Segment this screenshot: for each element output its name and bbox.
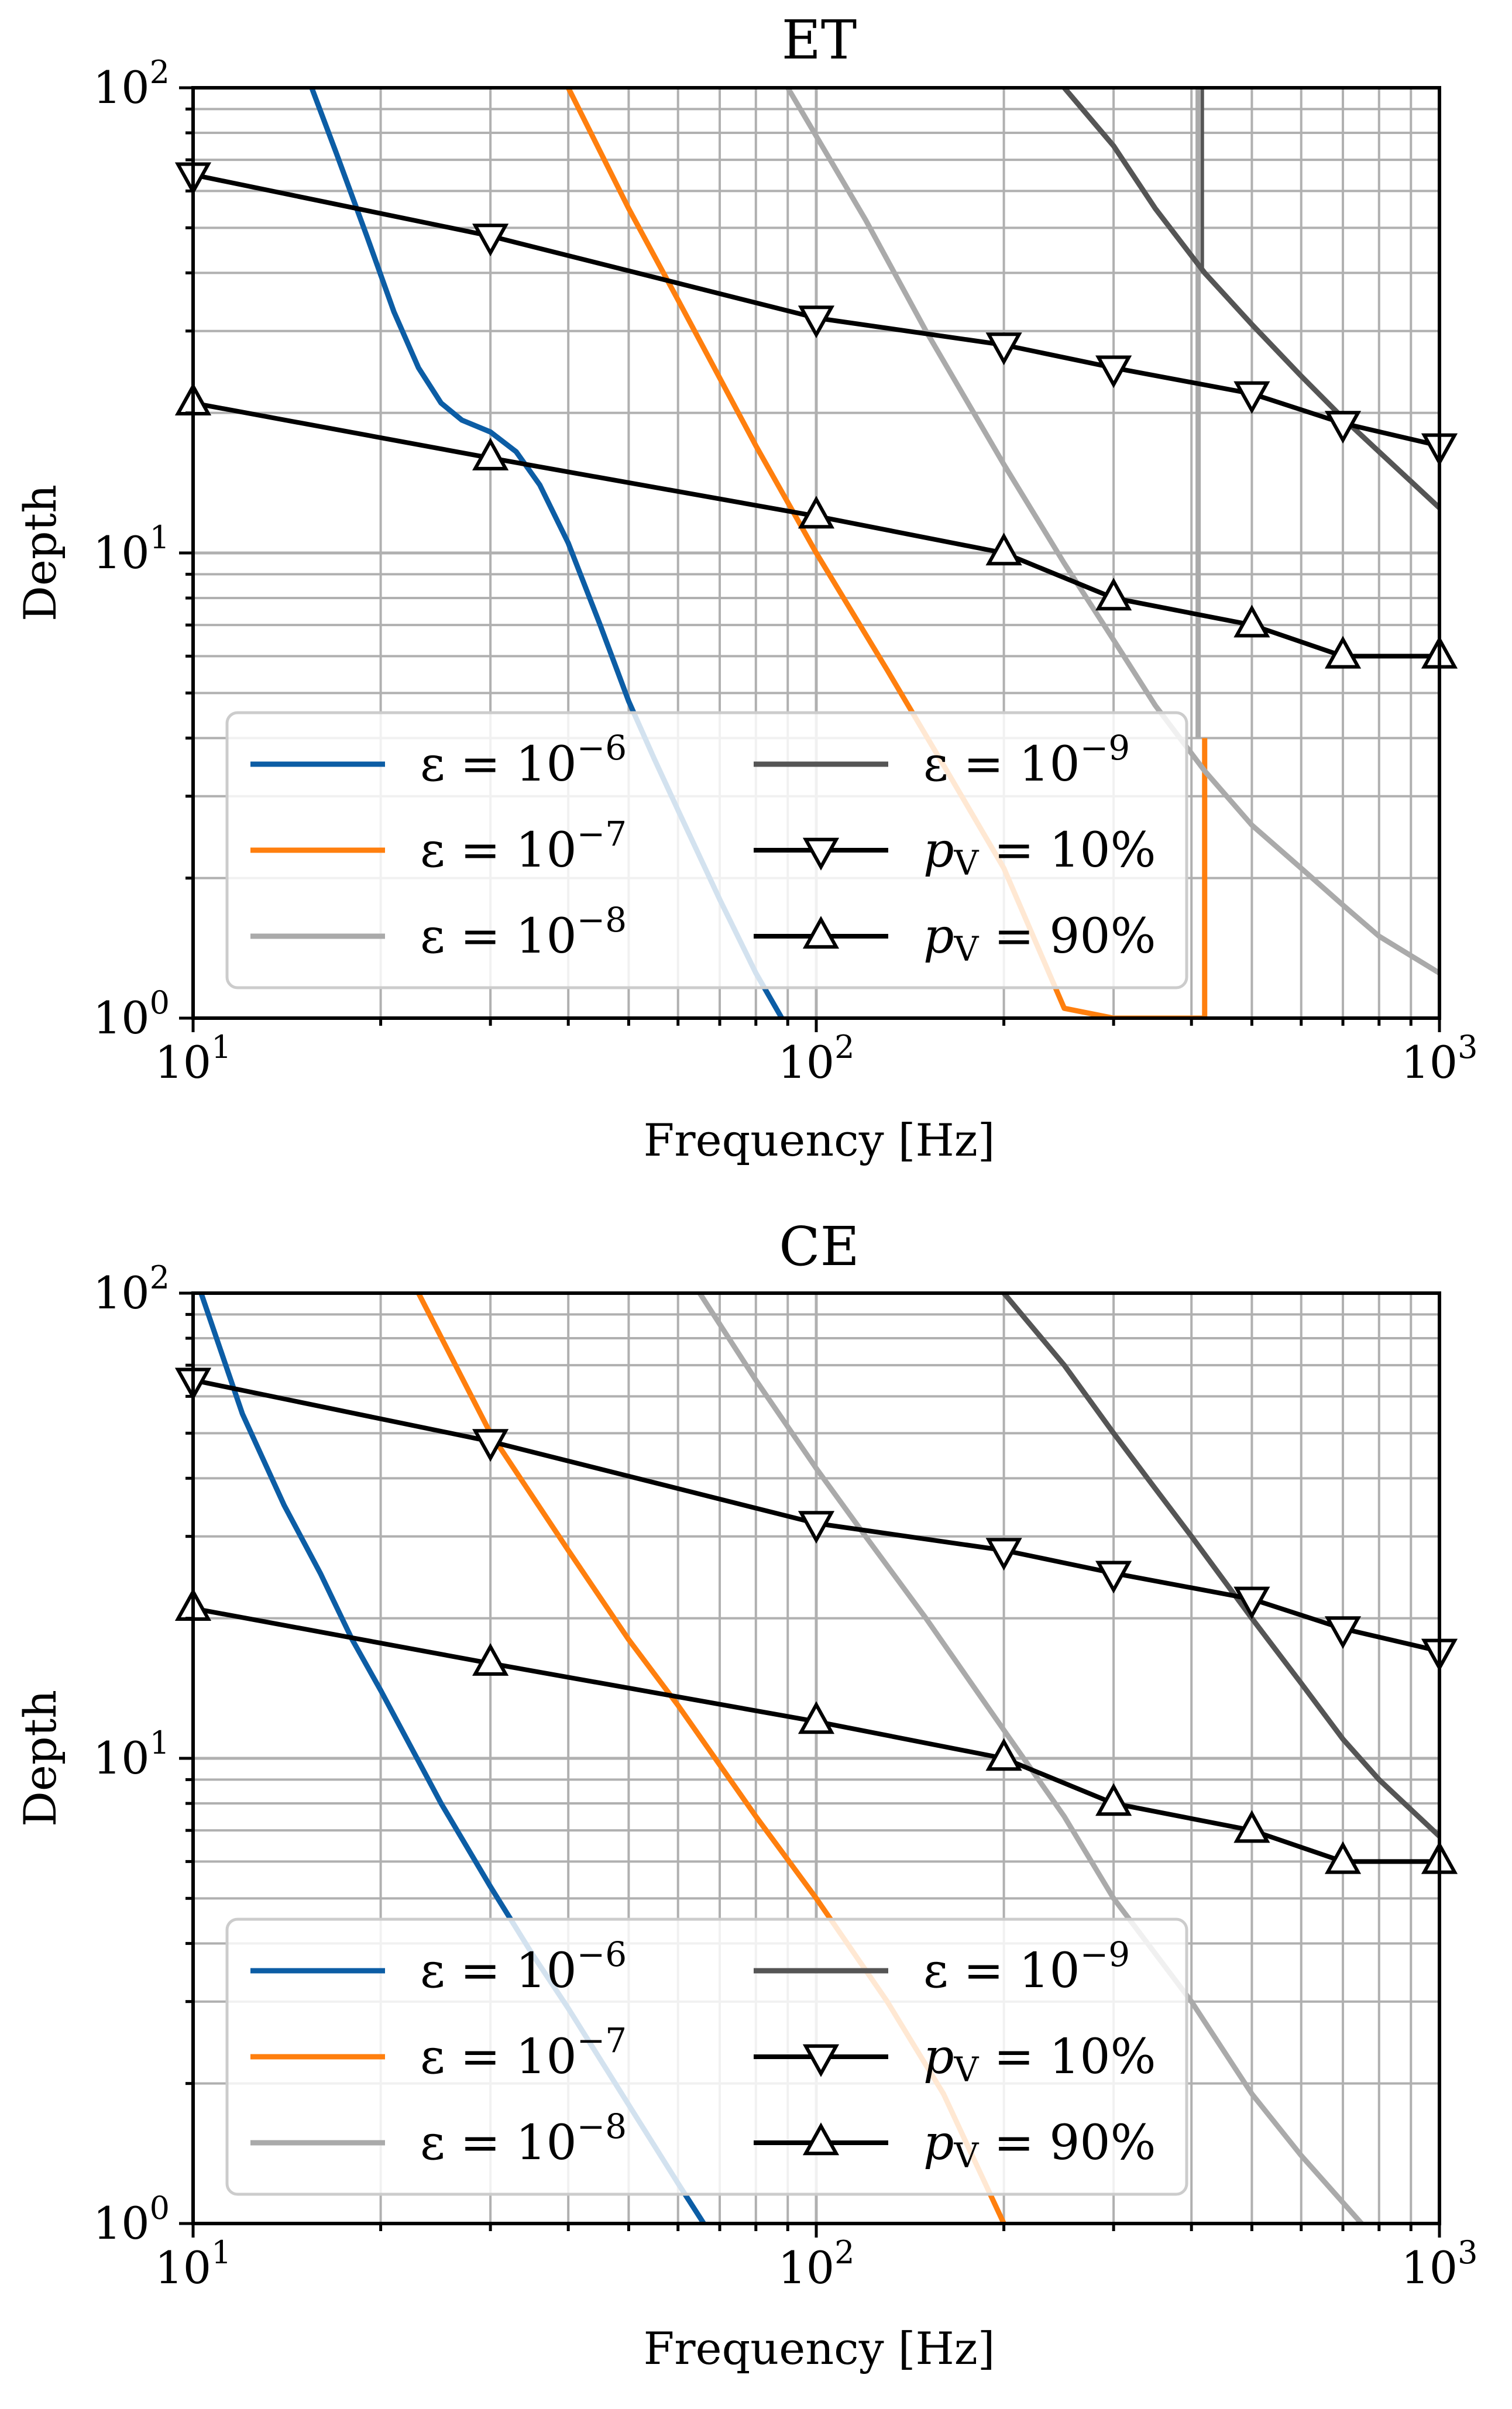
legend-item: ε = 10−8 [250,2106,627,2171]
x-tick-label: 102 [778,2234,854,2294]
legend-label: pV = 90% [923,2115,1156,2176]
legend-label: ε = 10−8 [420,2106,627,2171]
legend-item: pV = 90% [754,2115,1156,2176]
legend-item: ε = 10−6 [250,1934,627,1999]
legend-marker [802,2122,840,2156]
data-point [798,305,835,339]
legend-item: ε = 10−7 [250,814,627,878]
legend-box [225,711,1188,989]
data-point [798,1511,835,1544]
legend-label: pV = 10% [923,2029,1156,2090]
data-point [472,437,509,470]
ce-title: CE [779,1215,860,1278]
series-line-2 [785,88,1439,975]
legend-item: ε = 10−6 [250,728,627,792]
series-line-5 [193,1606,1439,1864]
legend: ε = 10−6 ε = 10−7 ε = 10−8 ε = 10−9 pV = 10%… [225,1917,1188,2196]
legend-item: ε = 10−7 [250,2020,627,2085]
y-tick-label: 100 [93,2190,170,2249]
et-title: ET [782,9,857,71]
y-tick-label: 101 [93,1724,170,1784]
series-line-3 [1002,1293,1439,1838]
data-point [985,532,1022,566]
data-point [1095,355,1132,389]
legend-marker [802,916,840,949]
y-tick-label: 102 [93,54,170,114]
legend-item: pV = 10% [754,823,1156,883]
legend-label: ε = 10−9 [923,728,1130,792]
data-point [1233,604,1270,638]
x-tick-label: 101 [154,2234,231,2294]
data-point [472,1429,509,1462]
legend-label: ε = 10−6 [420,1934,627,1999]
y-tick-label: 101 [93,519,170,579]
legend: ε = 10−6 ε = 10−7 ε = 10−8 ε = 10−9 pV = 10%… [225,711,1188,989]
data-point [1233,1586,1270,1620]
data-point [985,1538,1022,1571]
x-tick-label: 102 [778,1029,854,1088]
data-point [1324,1841,1362,1874]
series-line-3 [1062,88,1439,510]
series-line-4 [193,172,1439,448]
legend-marker [802,837,840,871]
legend-marker [802,2044,840,2077]
legend-label: pV = 90% [923,909,1156,969]
data-point [1324,635,1362,669]
legend-box [225,1917,1188,2196]
data-point [472,224,509,257]
legend-item: ε = 10−9 [754,1934,1130,1999]
et-ylabel: Depth [14,484,66,621]
y-tick-label: 100 [93,984,170,1044]
legend-label: ε = 10−7 [420,814,627,878]
legend-item: pV = 90% [754,909,1156,969]
series-line-5 [193,400,1439,659]
ce-ylabel: Depth [14,1690,66,1827]
data-point [1095,1783,1132,1816]
legend-label: ε = 10−7 [420,2020,627,2085]
legend-label: pV = 10% [923,823,1156,883]
data-point [1233,1810,1270,1843]
data-point [1095,1561,1132,1594]
series-line-4 [193,1377,1439,1654]
x-tick-label: 101 [154,1029,231,1088]
data-point [472,1642,509,1676]
data-point [798,496,835,529]
marker-layer [174,1367,1458,1874]
data-point [985,332,1022,366]
data-point [798,1701,835,1734]
x-tick-label: 103 [1401,1029,1477,1088]
data-point [1324,1616,1362,1649]
data-point [1095,578,1132,611]
legend-label: ε = 10−6 [420,728,627,792]
legend-item: ε = 10−9 [754,728,1130,792]
legend-label: ε = 10−9 [923,1934,1130,1999]
et-xlabel: Frequency [Hz] [644,1114,995,1166]
data-point [1233,381,1270,414]
data-point [985,1738,1022,1771]
legend-item: pV = 10% [754,2029,1156,2090]
legend-item: ε = 10−8 [250,900,627,964]
data-point [1324,411,1362,444]
y-tick-label: 102 [93,1259,170,1319]
legend-label: ε = 10−8 [420,900,627,964]
ce-xlabel: Frequency [Hz] [644,2322,995,2374]
x-tick-label: 103 [1401,2234,1477,2294]
